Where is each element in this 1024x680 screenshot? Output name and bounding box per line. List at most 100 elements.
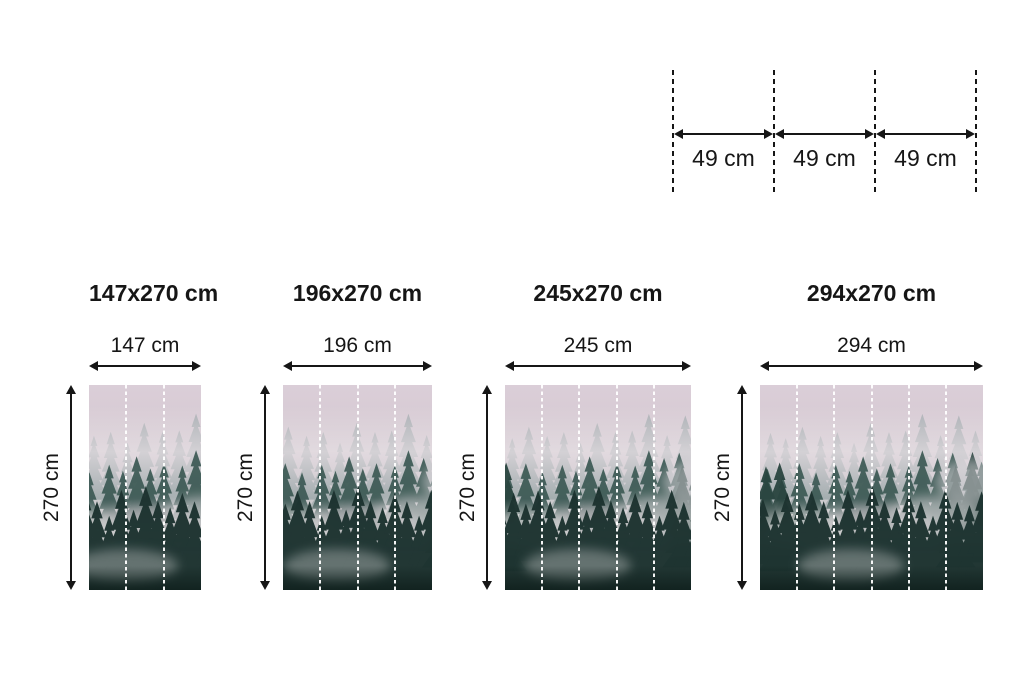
arrowhead-right bbox=[865, 129, 874, 139]
size-title: 196x270 cm bbox=[292, 280, 423, 306]
height-dimension-arrow bbox=[737, 385, 747, 590]
mural-preview-image bbox=[760, 385, 983, 590]
arrowhead-right bbox=[966, 129, 975, 139]
figure-main-column: 196x270 cm 196 cm bbox=[283, 281, 432, 590]
arrowhead-top bbox=[482, 385, 492, 394]
arrow-shaft bbox=[783, 133, 866, 135]
arrow-shaft bbox=[768, 365, 975, 367]
arrowhead-left bbox=[674, 129, 683, 139]
arrowhead-left bbox=[775, 129, 784, 139]
panel-seam-line bbox=[796, 385, 799, 590]
arrowhead-bottom bbox=[66, 581, 76, 590]
arrow-shaft bbox=[513, 365, 683, 367]
panel-seam-line bbox=[907, 385, 910, 590]
arrowhead-left bbox=[876, 129, 885, 139]
width-dimension-arrow bbox=[505, 360, 691, 372]
roll-width-arrow bbox=[876, 128, 975, 140]
height-dimension-arrow bbox=[260, 385, 270, 590]
arrowhead-right bbox=[682, 361, 691, 371]
width-dimension-label: 245 cm bbox=[563, 334, 633, 357]
panel-seam-line bbox=[833, 385, 836, 590]
height-dimension: 270 cm bbox=[456, 385, 505, 590]
arrow-shaft bbox=[486, 393, 488, 582]
dashed-guide-line bbox=[874, 70, 876, 192]
panel-seam-line bbox=[541, 385, 544, 590]
dashed-guide-line bbox=[672, 70, 674, 192]
arrow-shaft bbox=[97, 365, 193, 367]
roll-width-diagram: 49 cm 49 cm 49 cm bbox=[672, 70, 977, 192]
arrowhead-left bbox=[89, 361, 98, 371]
figure-main-column: 245x270 cm 245 cm bbox=[505, 281, 691, 590]
size-title: 147x270 cm bbox=[89, 280, 219, 306]
arrowhead-left bbox=[760, 361, 769, 371]
arrow-shaft bbox=[70, 393, 72, 582]
panel-seam-line bbox=[944, 385, 947, 590]
height-dimension-label: 270 cm bbox=[234, 453, 257, 522]
mural-preview-image bbox=[283, 385, 432, 590]
figure-main-column: 147x270 cm 147 cm bbox=[89, 280, 219, 590]
roll-width-arrow bbox=[674, 128, 773, 140]
height-dimension: 270 cm bbox=[234, 385, 283, 590]
height-dimension: 270 cm bbox=[711, 385, 760, 590]
roll-width-label: 49 cm bbox=[894, 145, 957, 171]
arrowhead-top bbox=[66, 385, 76, 394]
size-title: 294x270 cm bbox=[806, 280, 937, 306]
width-dimension-arrow bbox=[89, 360, 201, 372]
roll-segment: 49 cm bbox=[775, 70, 874, 192]
arrow-shaft bbox=[291, 365, 424, 367]
roll-width-label: 49 cm bbox=[692, 145, 755, 171]
roll-segment: 49 cm bbox=[674, 70, 773, 192]
width-dimension-label: 147 cm bbox=[110, 334, 180, 357]
arrowhead-top bbox=[260, 385, 270, 394]
panel-seam-line bbox=[356, 385, 359, 590]
forest-fog-artwork bbox=[89, 385, 201, 590]
arrowhead-left bbox=[283, 361, 292, 371]
panel-seam-line bbox=[870, 385, 873, 590]
arrow-shaft bbox=[741, 393, 743, 582]
dashed-guide-line bbox=[773, 70, 775, 192]
arrow-shaft bbox=[264, 393, 266, 582]
arrowhead-bottom bbox=[260, 581, 270, 590]
roll-width-arrow bbox=[775, 128, 874, 140]
arrowhead-bottom bbox=[482, 581, 492, 590]
width-dimension-arrow bbox=[283, 360, 432, 372]
height-dimension-arrow bbox=[66, 385, 76, 590]
panel-seam-line bbox=[652, 385, 655, 590]
forest-fog-artwork bbox=[505, 385, 691, 590]
arrowhead-right bbox=[764, 129, 773, 139]
mural-preview-image bbox=[89, 385, 201, 590]
size-figure-147x270: 270 cm 147x270 cm 147 cm bbox=[40, 280, 219, 590]
panel-seam-line bbox=[578, 385, 581, 590]
width-dimension-label: 196 cm bbox=[323, 334, 392, 357]
dashed-guide-line bbox=[975, 70, 977, 192]
panel-seam-line bbox=[393, 385, 396, 590]
panel-seam-line bbox=[615, 385, 618, 590]
figure-main-column: 294x270 cm 294 cm bbox=[760, 281, 983, 590]
arrowhead-bottom bbox=[737, 581, 747, 590]
arrowhead-left bbox=[505, 361, 514, 371]
arrow-shaft bbox=[884, 133, 967, 135]
height-dimension-label: 270 cm bbox=[711, 453, 734, 522]
arrowhead-right bbox=[974, 361, 983, 371]
arrowhead-right bbox=[423, 361, 432, 371]
size-figure-196x270: 270 cm 196x270 cm 196 cm bbox=[234, 281, 432, 590]
roll-segment: 49 cm bbox=[876, 70, 975, 192]
panel-seam-line bbox=[125, 385, 128, 590]
arrowhead-right bbox=[192, 361, 201, 371]
arrowhead-top bbox=[737, 385, 747, 394]
roll-width-label: 49 cm bbox=[793, 145, 856, 171]
arrow-shaft bbox=[682, 133, 765, 135]
height-dimension-label: 270 cm bbox=[40, 453, 63, 522]
panel-seam-line bbox=[162, 385, 165, 590]
size-figure-245x270: 270 cm 245x270 cm 245 cm bbox=[456, 281, 691, 590]
width-dimension-arrow bbox=[760, 360, 983, 372]
size-figure-294x270: 270 cm 294x270 cm 294 cm bbox=[711, 281, 983, 590]
height-dimension-label: 270 cm bbox=[456, 453, 479, 522]
size-title: 245x270 cm bbox=[533, 280, 663, 306]
panel-seam-line bbox=[319, 385, 322, 590]
height-dimension: 270 cm bbox=[40, 385, 89, 590]
width-dimension-label: 294 cm bbox=[837, 334, 906, 357]
height-dimension-arrow bbox=[482, 385, 492, 590]
mural-preview-image bbox=[505, 385, 691, 590]
